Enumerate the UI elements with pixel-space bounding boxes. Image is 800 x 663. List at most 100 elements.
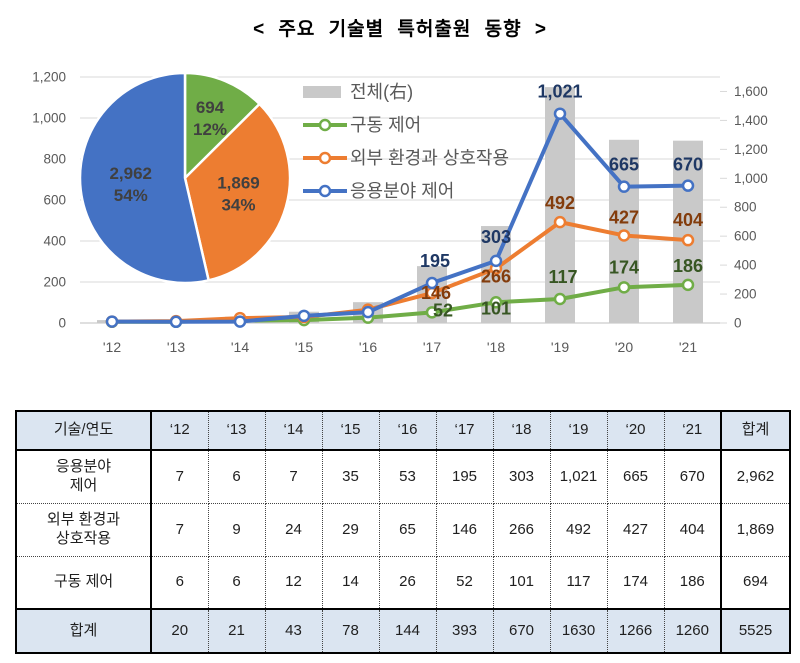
summary-table-wrap: 기술/연도 ‘12 ‘13 ‘14 ‘15 ‘16 ‘17 ‘18 ‘19 ‘20 ‘21 합계 응용분…	[15, 410, 791, 654]
data-point	[425, 306, 439, 319]
right-axis-tick: 1,400	[734, 113, 768, 128]
x-axis-tick: '12	[103, 339, 121, 355]
x-axis-tick: '21	[679, 339, 697, 355]
legend-swatch-bar	[303, 86, 341, 98]
legend-label: 응용분야 제어	[350, 181, 454, 201]
data-point	[233, 315, 247, 328]
right-axis-tick: 1,200	[734, 142, 768, 157]
table-header-cell: ‘19	[549, 410, 608, 451]
left-axis-tick: 400	[43, 234, 66, 249]
table-cell: 26	[378, 556, 437, 610]
table-header-cell: ‘13	[207, 410, 266, 451]
total-bar	[673, 140, 703, 323]
data-label: 670	[673, 155, 703, 175]
table-header-cell: ‘16	[378, 410, 437, 451]
right-axis-tick: 1,600	[734, 84, 768, 99]
table-header-cell: ‘21	[663, 410, 722, 451]
table-cell: 7	[264, 449, 323, 504]
table-cell: 1630	[549, 608, 608, 654]
data-point	[681, 179, 695, 192]
data-label: 266	[481, 266, 511, 286]
right-axis-tick: 800	[734, 200, 757, 215]
pie-slice	[78, 71, 210, 285]
table-cell: 1260	[663, 608, 722, 654]
x-axis-tick: '17	[423, 339, 441, 355]
table-header-cell: ‘14	[264, 410, 323, 451]
data-point	[553, 215, 567, 229]
data-label: 52	[433, 300, 453, 320]
table-cell: 694	[720, 556, 791, 610]
table-cell: 20	[150, 608, 209, 654]
table-cell: 1266	[606, 608, 665, 654]
table-header-cell: 합계	[720, 410, 791, 451]
data-label: 186	[673, 256, 703, 276]
data-label: 427	[609, 207, 639, 227]
x-axis-tick: '19	[551, 339, 569, 355]
data-labels: 195 303 1,021 665 670	[420, 82, 703, 271]
data-label: 195	[420, 251, 450, 271]
table-header-cell: ‘18	[492, 410, 551, 451]
left-axis-tick: 0	[58, 316, 66, 331]
table-cell: 1,869	[720, 503, 791, 557]
table-cell: 35	[321, 449, 380, 504]
right-axis-tick: 1,000	[734, 171, 768, 186]
table-cell: 21	[207, 608, 266, 654]
legend-label: 전체(右)	[350, 82, 413, 102]
row-label-cell: 합계	[15, 608, 152, 654]
left-axis-tick: 200	[43, 275, 66, 290]
data-point	[489, 254, 503, 268]
table-cell: 7	[150, 449, 209, 504]
table-cell: 78	[321, 608, 380, 654]
table-cell: 303	[492, 449, 551, 504]
x-axis-tick: '14	[231, 339, 249, 355]
table-cell: 43	[264, 608, 323, 654]
table-cell: 1,021	[549, 449, 608, 504]
right-axis-tick: 400	[734, 258, 757, 273]
data-label: 303	[481, 227, 511, 247]
data-label: 404	[673, 210, 703, 230]
pie-chart: 694 12% 1,869 34% 2,962 54%	[78, 71, 292, 285]
data-point	[553, 292, 567, 306]
table-cell: 6	[207, 449, 266, 504]
data-label: 665	[609, 155, 639, 175]
table-cell: 393	[435, 608, 494, 654]
page-title: < 주요 기술별 특허출원 동향 >	[253, 19, 547, 40]
pie-label: 1,869 34%	[217, 173, 260, 214]
data-point	[105, 315, 119, 328]
pie-slice	[183, 71, 261, 180]
legend-item: 응용분야 제어	[303, 181, 454, 201]
legend-swatch-marker	[318, 151, 332, 165]
data-point	[169, 315, 183, 329]
legend-label: 외부 환경과 상호작용	[350, 148, 509, 168]
data-point	[617, 281, 631, 294]
x-axis-tick: '15	[295, 339, 313, 355]
data-point	[425, 276, 439, 290]
table-header-cell: ‘12	[150, 410, 209, 451]
table-cell: 2,962	[720, 449, 791, 504]
data-point	[297, 309, 311, 323]
table-cell: 29	[321, 503, 380, 557]
table-header-cell: ‘17	[435, 410, 494, 451]
data-labels: 146 266 492 427 404	[421, 193, 703, 303]
table-header-cell: 기술/연도	[15, 410, 152, 451]
data-label: 174	[609, 257, 639, 277]
data-point	[681, 278, 695, 292]
data-labels: 52 101 117 174 186	[433, 256, 703, 320]
data-point	[361, 305, 375, 319]
data-point	[617, 229, 631, 242]
table-row: 구동 제어 6 6 12 14 26 52 101 117 174 186 694	[15, 556, 791, 610]
table-cell: 665	[606, 449, 665, 504]
left-axis-tick: 1,000	[32, 111, 66, 126]
table-cell: 670	[492, 608, 551, 654]
data-point	[617, 180, 631, 193]
table-cell: 101	[492, 556, 551, 610]
table-cell: 6	[207, 556, 266, 610]
table-cell: 266	[492, 503, 551, 557]
table-cell: 195	[435, 449, 494, 504]
left-axis-tick: 800	[43, 152, 66, 167]
pie-label: 2,962 54%	[109, 164, 152, 205]
table-header-cell: ‘15	[321, 410, 380, 451]
legend-label: 구동 제어	[350, 115, 421, 135]
table-header-row: 기술/연도 ‘12 ‘13 ‘14 ‘15 ‘16 ‘17 ‘18 ‘19 ‘20 ‘21 합계	[15, 410, 791, 451]
